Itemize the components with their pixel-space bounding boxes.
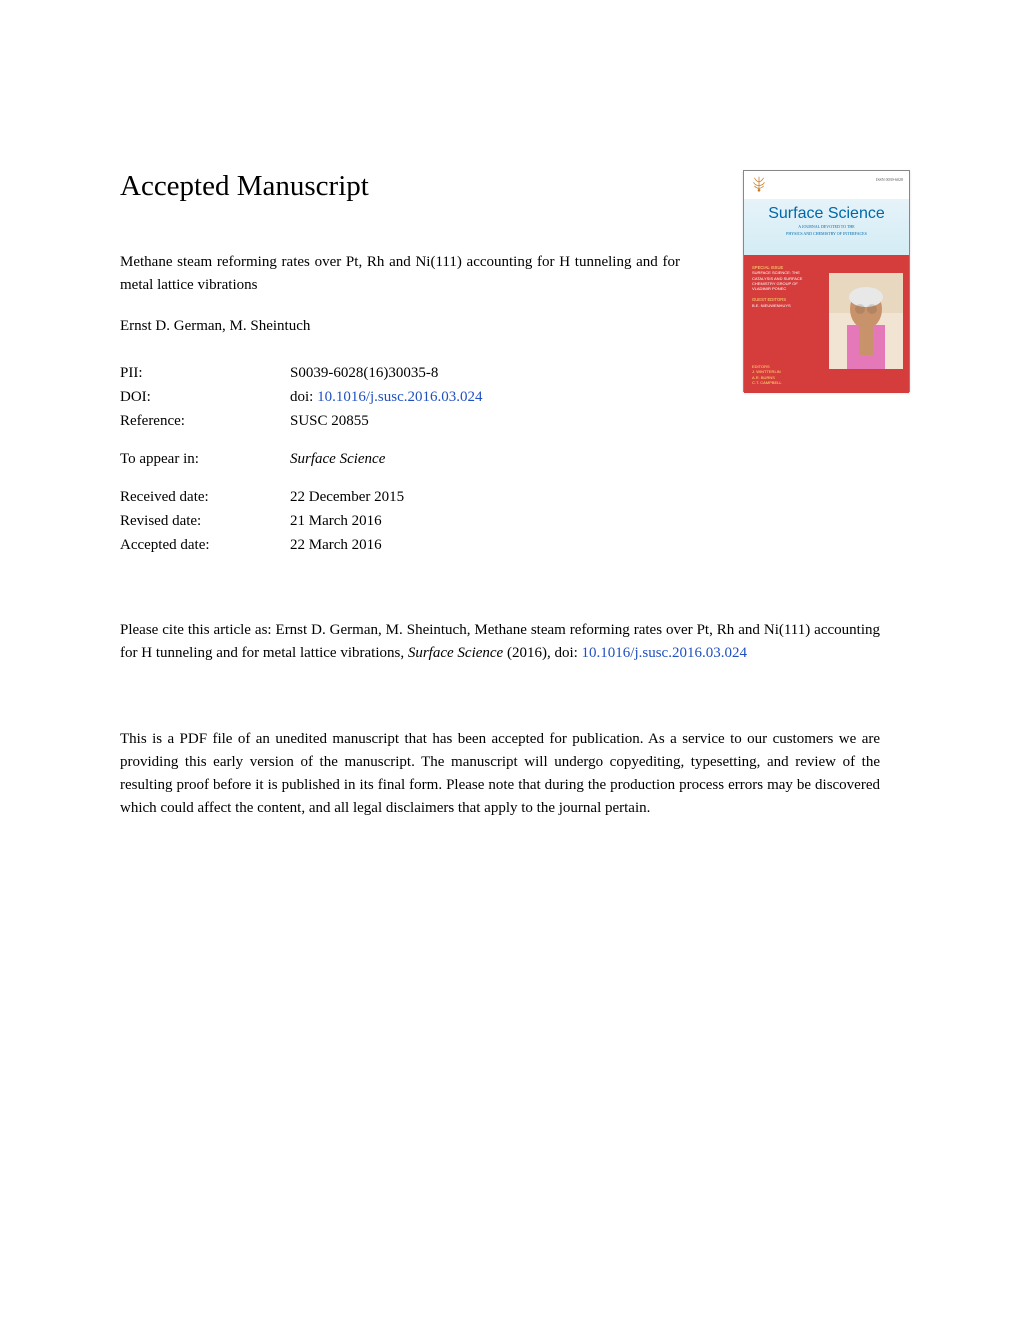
elsevier-tree-icon	[750, 175, 768, 193]
journal-cover-thumbnail: ISSN 0039-6028 Surface Science A JOURNAL…	[743, 170, 910, 392]
citation-year: (2016), doi:	[503, 645, 581, 661]
meta-label: Revised date:	[120, 509, 290, 533]
meta-row-reference: Reference: SUSC 20855	[120, 409, 900, 433]
cover-subtitle-1: A JOURNAL DEVOTED TO THE	[744, 225, 909, 230]
cover-editors-line: J. WINTTERLIN	[752, 369, 782, 374]
article-title: Methane steam reforming rates over Pt, R…	[120, 251, 680, 296]
cover-body: SPECIAL ISSUE SURFACE SCIENCE: THE CATAL…	[744, 255, 909, 393]
cover-portrait-photo	[829, 273, 903, 369]
citation-text: Please cite this article as: Ernst D. Ge…	[120, 619, 880, 666]
citation-doi-link[interactable]: 10.1016/j.susc.2016.03.024	[582, 645, 747, 661]
meta-label: Received date:	[120, 485, 290, 509]
meta-label: PII:	[120, 361, 290, 385]
meta-row-received: Received date: 22 December 2015	[120, 485, 900, 509]
meta-label: Reference:	[120, 409, 290, 433]
meta-value: 21 March 2016	[290, 509, 900, 533]
cover-editors-block: EDITORS J. WINTTERLIN A.R. BURNS C.T. CA…	[752, 364, 782, 385]
doi-link[interactable]: 10.1016/j.susc.2016.03.024	[317, 389, 482, 405]
meta-row-appear: To appear in: Surface Science	[120, 447, 900, 471]
citation-journal: Surface Science	[408, 645, 503, 661]
meta-row-accepted: Accepted date: 22 March 2016	[120, 533, 900, 557]
doi-prefix: doi:	[290, 389, 317, 405]
meta-label: To appear in:	[120, 447, 290, 471]
meta-label: Accepted date:	[120, 533, 290, 557]
cover-special-issue-text: SPECIAL ISSUE SURFACE SCIENCE: THE CATAL…	[752, 265, 824, 308]
meta-label: DOI:	[120, 385, 290, 409]
cover-issn: ISSN 0039-6028	[876, 177, 903, 182]
cover-title-band: Surface Science A JOURNAL DEVOTED TO THE…	[744, 199, 909, 255]
cover-header: ISSN 0039-6028	[744, 171, 909, 199]
meta-row-revised: Revised date: 21 March 2016	[120, 509, 900, 533]
disclaimer-text: This is a PDF file of an unedited manusc…	[120, 728, 880, 821]
meta-value: SUSC 20855	[290, 409, 900, 433]
cover-guest-line: B.E. NIEUWENHUYS	[752, 303, 824, 308]
meta-value: 22 December 2015	[290, 485, 900, 509]
meta-value: Surface Science	[290, 447, 900, 471]
cover-subtitle-2: PHYSICS AND CHEMISTRY OF INTERFACES	[744, 232, 909, 237]
cover-journal-name: Surface Science	[744, 205, 909, 223]
meta-value: 22 March 2016	[290, 533, 900, 557]
cover-editors-line: C.T. CAMPBELL	[752, 380, 782, 385]
